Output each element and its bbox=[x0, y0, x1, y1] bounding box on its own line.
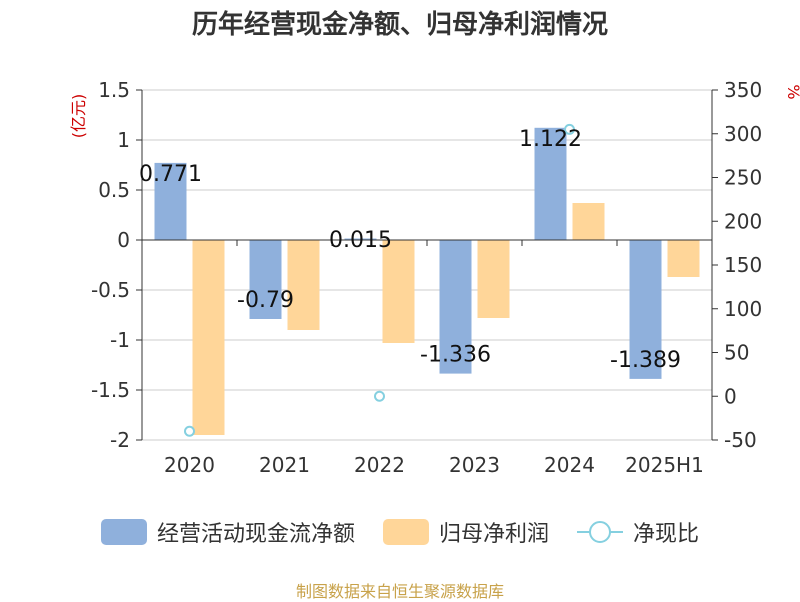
left-tick-label: 0.5 bbox=[98, 178, 130, 202]
x-tick-label: 2022 bbox=[354, 453, 405, 477]
left-tick-label: 1 bbox=[117, 128, 130, 152]
bar-profit bbox=[382, 240, 415, 343]
right-tick-label: 250 bbox=[724, 166, 762, 190]
x-tick-label: 2020 bbox=[164, 453, 215, 477]
data-label-cash: -1.389 bbox=[610, 348, 681, 373]
bar-cash bbox=[629, 240, 662, 379]
grid-lines bbox=[142, 89, 712, 441]
ratio-marker bbox=[564, 123, 575, 135]
bar-profit bbox=[477, 240, 510, 318]
data-label-cash: 1.122 bbox=[519, 127, 582, 152]
right-tick-label: 150 bbox=[724, 253, 762, 277]
right-tick-label: 300 bbox=[724, 122, 762, 146]
bar-profit bbox=[572, 203, 605, 240]
data-label-cash: 0.015 bbox=[329, 228, 392, 253]
right-tick-label: 50 bbox=[724, 341, 749, 365]
bar-profit bbox=[667, 240, 700, 277]
bar-cash bbox=[534, 127, 567, 240]
right-axis-unit: % bbox=[784, 84, 800, 99]
left-tick-label: -1.5 bbox=[91, 378, 130, 402]
legend-swatch-cash bbox=[100, 519, 147, 545]
bar-profit bbox=[287, 240, 320, 330]
right-tick-label: 350 bbox=[724, 78, 762, 102]
bar-cash bbox=[249, 240, 282, 319]
right-tick-label: 200 bbox=[724, 209, 762, 233]
data-label-cash: 0.771 bbox=[139, 162, 202, 187]
bar-cash bbox=[439, 240, 472, 374]
ratio-markers bbox=[184, 123, 575, 437]
legend-label-profit: 归母净利润 bbox=[438, 522, 549, 547]
legend-swatch-profit bbox=[382, 519, 429, 545]
x-tick-label: 2021 bbox=[259, 453, 310, 477]
left-tick-label: -2 bbox=[110, 428, 130, 452]
right-tick-label: 100 bbox=[724, 297, 762, 321]
legend-item-profit[interactable]: 归母净利润 bbox=[382, 516, 549, 548]
ratio-marker bbox=[184, 425, 195, 437]
left-axis-unit: (亿元) bbox=[69, 94, 88, 139]
legend: 经营活动现金流净额 归母净利润 净现比 bbox=[0, 516, 800, 548]
legend-item-ratio[interactable]: 净现比 bbox=[577, 516, 699, 548]
left-tick-label: 0 bbox=[117, 228, 130, 252]
bar-cash bbox=[344, 238, 377, 240]
chart-title: 历年经营现金净额、归母净利润情况 bbox=[191, 10, 608, 40]
left-tick-label: -1 bbox=[110, 328, 130, 352]
legend-item-cash[interactable]: 经营活动现金流净额 bbox=[100, 516, 355, 548]
ratio-marker bbox=[374, 390, 385, 402]
x-tick-label: 2023 bbox=[449, 453, 500, 477]
left-tick-label: 1.5 bbox=[98, 78, 130, 102]
legend-label-ratio: 净现比 bbox=[633, 522, 700, 547]
bar-profit bbox=[192, 240, 225, 435]
legend-label-cash: 经营活动现金流净额 bbox=[156, 522, 355, 547]
bar-cash bbox=[154, 162, 187, 240]
x-tick-label: 2025H1 bbox=[625, 453, 704, 477]
data-label-cash: -1.336 bbox=[420, 343, 491, 368]
data-source-note: 制图数据来自恒生聚源数据库 bbox=[295, 582, 504, 601]
bars bbox=[154, 127, 700, 435]
data-labels: 0.771 -0.79 0.015 -1.336 1.122 -1.389 bbox=[139, 127, 681, 373]
x-tick-label: 2024 bbox=[544, 453, 595, 477]
data-label-cash: -0.79 bbox=[237, 288, 294, 313]
right-tick-label: 0 bbox=[724, 384, 737, 408]
axes: 1.5 1 0.5 0 -0.5 -1 -1.5 -2 350 300 250 200 150 100 50… bbox=[91, 78, 762, 477]
legend-swatch-ratio bbox=[577, 519, 623, 545]
right-tick-label: -50 bbox=[724, 428, 757, 452]
left-tick-label: -0.5 bbox=[91, 278, 130, 302]
